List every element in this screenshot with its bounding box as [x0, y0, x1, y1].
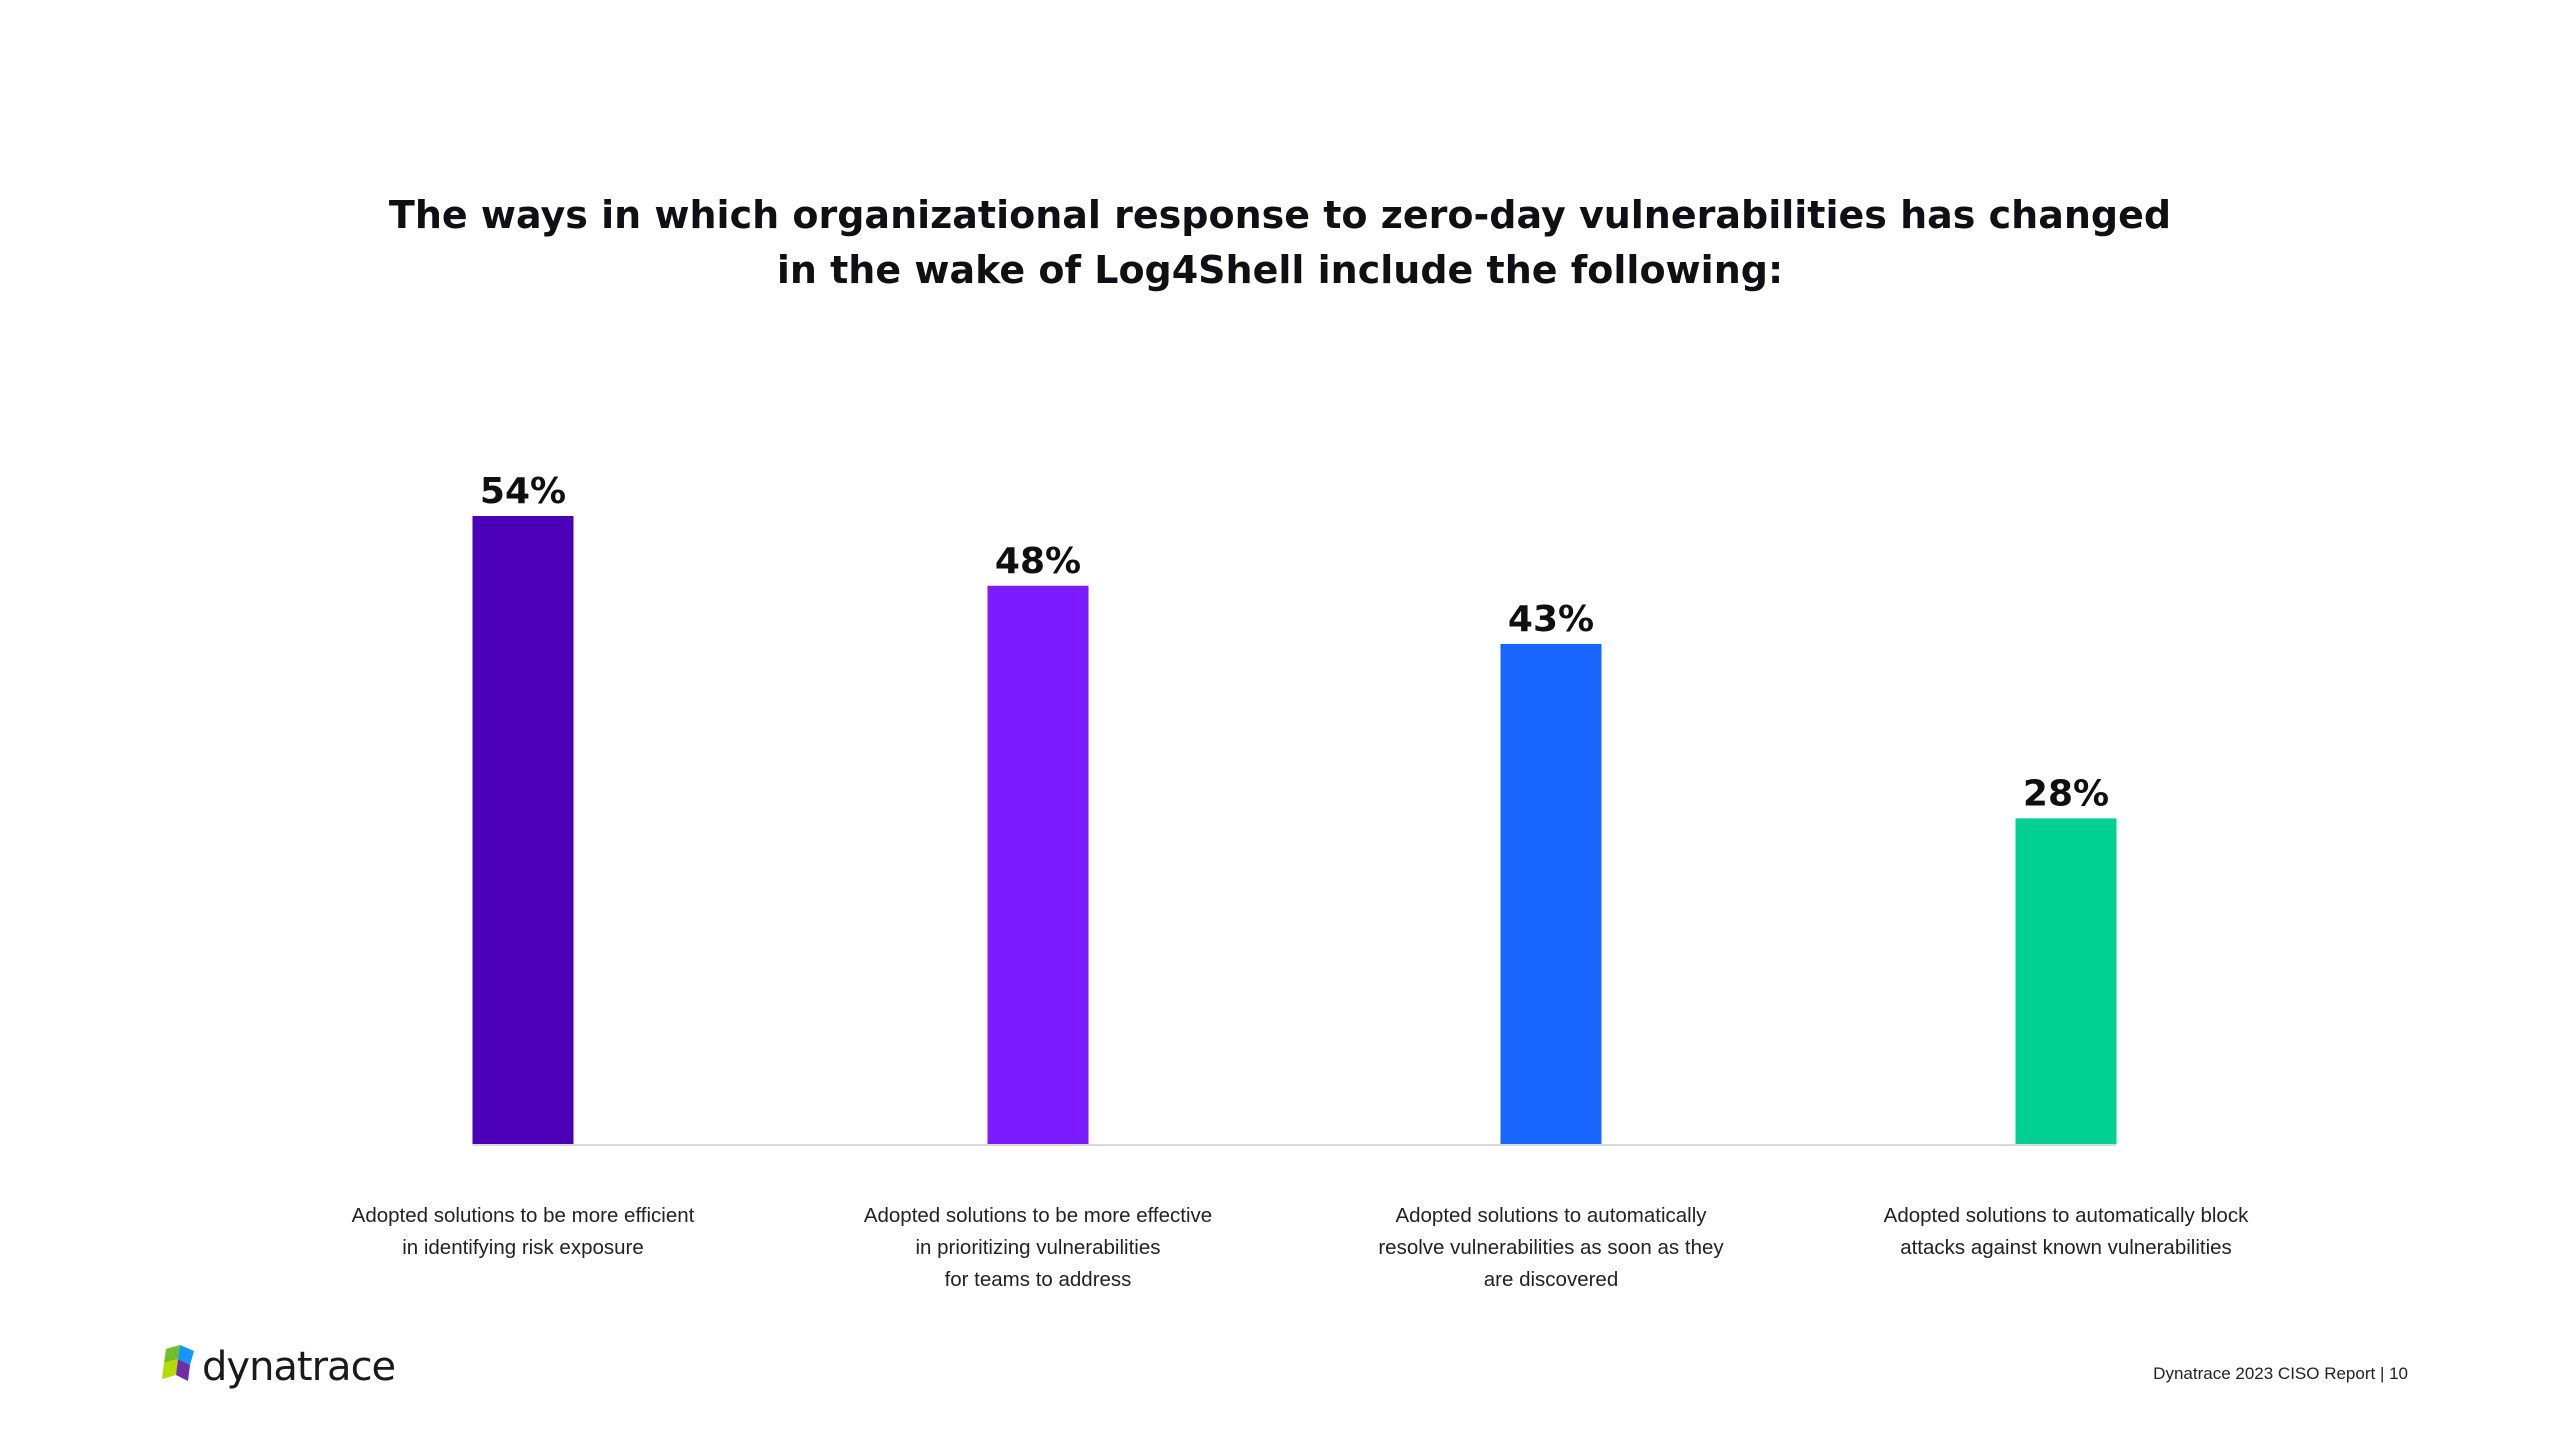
chart-title-line-2: in the wake of Log4Shell include the fol…	[776, 248, 1784, 292]
data-label-1: 54%	[480, 471, 566, 512]
category-label-3: Adopted solutions to automatically resol…	[1378, 1204, 1724, 1291]
logo-facet	[164, 1345, 180, 1363]
category-label-4: Adopted solutions to automatically block…	[1883, 1204, 2249, 1259]
logo-facet	[176, 1359, 190, 1381]
dynatrace-logo-icon	[162, 1345, 194, 1381]
bar-2	[987, 585, 1089, 1144]
chart-title-line-1: The ways in which organizational respons…	[388, 193, 2172, 237]
data-label-2: 48%	[995, 541, 1081, 582]
category-label-2: Adopted solutions to be more effective i…	[863, 1204, 1213, 1291]
bar-4	[2015, 818, 2117, 1144]
bar-3	[1500, 643, 1602, 1144]
data-label-4: 28%	[2023, 773, 2109, 814]
footer-report-label: Dynatrace 2023 CISO Report | 10	[2153, 1364, 2408, 1383]
dynatrace-logo: dynatrace	[158, 1342, 396, 1392]
logo-facet	[178, 1345, 194, 1365]
data-label-3: 43%	[1508, 599, 1594, 640]
category-label-1: Adopted solutions to be more efficient i…	[351, 1204, 695, 1259]
chart-title: The ways in which organizational respons…	[280, 188, 2280, 298]
logo-wordmark: dynatrace	[202, 1344, 396, 1390]
bar-1	[472, 516, 574, 1144]
logo-facet	[162, 1359, 178, 1379]
